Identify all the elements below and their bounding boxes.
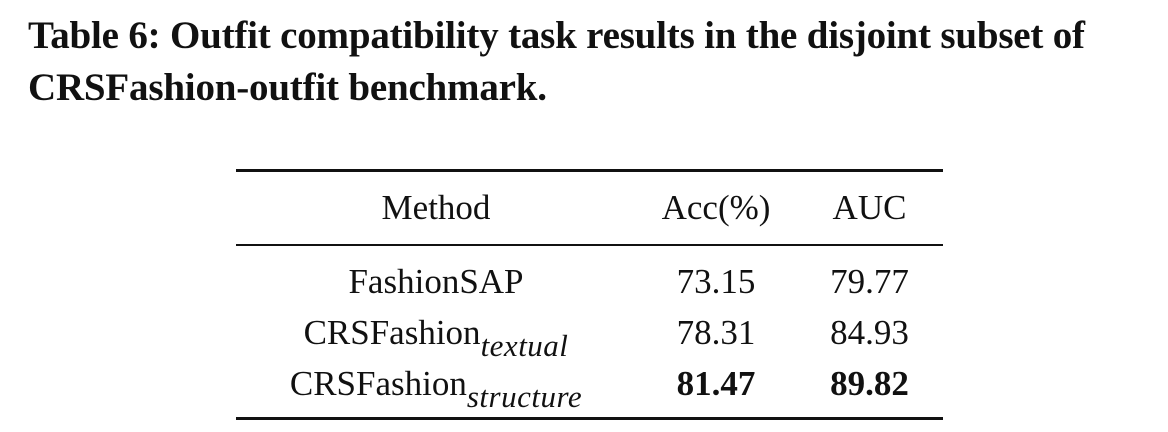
results-table: Method Acc(%) AUC FashionSAP 73.15 79.77… xyxy=(236,169,943,420)
table-row: FashionSAP 73.15 79.77 xyxy=(236,245,943,307)
auc-cell-best: 89.82 xyxy=(830,363,909,403)
method-subscript: structure xyxy=(466,378,583,414)
method-name: FashionSAP xyxy=(348,261,524,301)
table-row: CRSFashiontextual 78.31 84.93 xyxy=(236,307,943,363)
method-cell: CRSFashiontextual xyxy=(236,307,636,363)
header-auc: AUC xyxy=(832,188,907,227)
method-subscript: textual xyxy=(480,327,569,363)
table-row: CRSFashionstructure 81.47 89.82 xyxy=(236,358,943,419)
method-name: CRSFashion xyxy=(303,312,481,352)
method-cell: CRSFashionstructure xyxy=(236,358,636,419)
header-acc: Acc(%) xyxy=(661,188,771,227)
header-method: Method xyxy=(381,188,491,227)
results-table-container: Method Acc(%) AUC FashionSAP 73.15 79.77… xyxy=(236,169,943,420)
acc-cell-best: 81.47 xyxy=(676,363,756,403)
method-cell: FashionSAP xyxy=(236,245,636,307)
table-caption: Table 6: Outfit compatibility task resul… xyxy=(28,14,1085,109)
auc-cell: 79.77 xyxy=(830,261,909,301)
acc-cell: 78.31 xyxy=(676,312,756,352)
acc-cell: 73.15 xyxy=(676,261,756,301)
table-header-row: Method Acc(%) AUC xyxy=(236,170,943,245)
method-name: CRSFashion xyxy=(289,363,467,403)
auc-cell: 84.93 xyxy=(830,312,909,352)
